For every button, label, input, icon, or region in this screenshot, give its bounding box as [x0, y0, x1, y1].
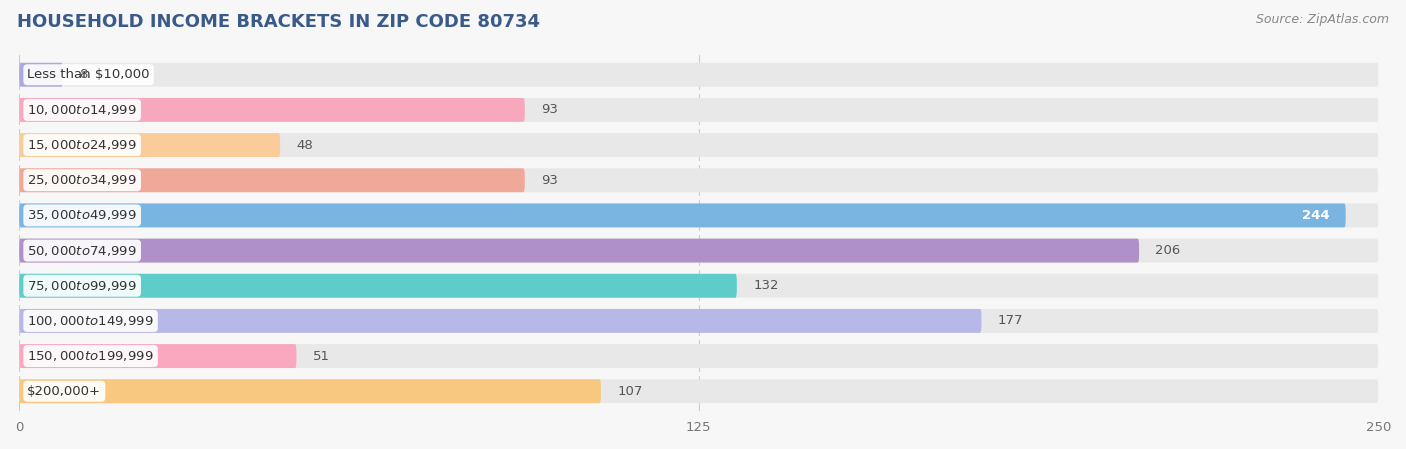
- Text: 177: 177: [998, 314, 1024, 327]
- FancyBboxPatch shape: [20, 238, 1139, 263]
- FancyBboxPatch shape: [20, 379, 1378, 403]
- Text: $200,000+: $200,000+: [27, 385, 101, 398]
- Text: 8: 8: [79, 68, 87, 81]
- Text: 107: 107: [617, 385, 643, 398]
- FancyBboxPatch shape: [20, 98, 1378, 122]
- FancyBboxPatch shape: [20, 133, 280, 157]
- FancyBboxPatch shape: [20, 63, 63, 87]
- Text: $25,000 to $34,999: $25,000 to $34,999: [27, 173, 136, 187]
- Text: 48: 48: [297, 139, 314, 152]
- Text: 206: 206: [1156, 244, 1181, 257]
- FancyBboxPatch shape: [20, 274, 737, 298]
- FancyBboxPatch shape: [20, 63, 1378, 87]
- FancyBboxPatch shape: [20, 98, 524, 122]
- Text: $10,000 to $14,999: $10,000 to $14,999: [27, 103, 136, 117]
- Text: Source: ZipAtlas.com: Source: ZipAtlas.com: [1256, 13, 1389, 26]
- FancyBboxPatch shape: [20, 379, 600, 403]
- FancyBboxPatch shape: [20, 344, 1378, 368]
- FancyBboxPatch shape: [20, 203, 1346, 227]
- FancyBboxPatch shape: [20, 274, 1378, 298]
- Text: $15,000 to $24,999: $15,000 to $24,999: [27, 138, 136, 152]
- FancyBboxPatch shape: [20, 168, 1378, 192]
- Text: $100,000 to $149,999: $100,000 to $149,999: [27, 314, 153, 328]
- Text: 51: 51: [312, 350, 330, 363]
- Text: Less than $10,000: Less than $10,000: [27, 68, 150, 81]
- Text: $75,000 to $99,999: $75,000 to $99,999: [27, 279, 136, 293]
- FancyBboxPatch shape: [20, 309, 981, 333]
- Text: $35,000 to $49,999: $35,000 to $49,999: [27, 208, 136, 222]
- FancyBboxPatch shape: [20, 168, 524, 192]
- Text: $150,000 to $199,999: $150,000 to $199,999: [27, 349, 153, 363]
- Text: 93: 93: [541, 103, 558, 116]
- FancyBboxPatch shape: [20, 344, 297, 368]
- FancyBboxPatch shape: [20, 203, 1378, 227]
- FancyBboxPatch shape: [20, 133, 1378, 157]
- Text: 93: 93: [541, 174, 558, 187]
- FancyBboxPatch shape: [20, 238, 1378, 263]
- Text: 244: 244: [1302, 209, 1330, 222]
- Text: HOUSEHOLD INCOME BRACKETS IN ZIP CODE 80734: HOUSEHOLD INCOME BRACKETS IN ZIP CODE 80…: [17, 13, 540, 31]
- FancyBboxPatch shape: [20, 309, 1378, 333]
- Text: $50,000 to $74,999: $50,000 to $74,999: [27, 243, 136, 258]
- Text: 132: 132: [754, 279, 779, 292]
